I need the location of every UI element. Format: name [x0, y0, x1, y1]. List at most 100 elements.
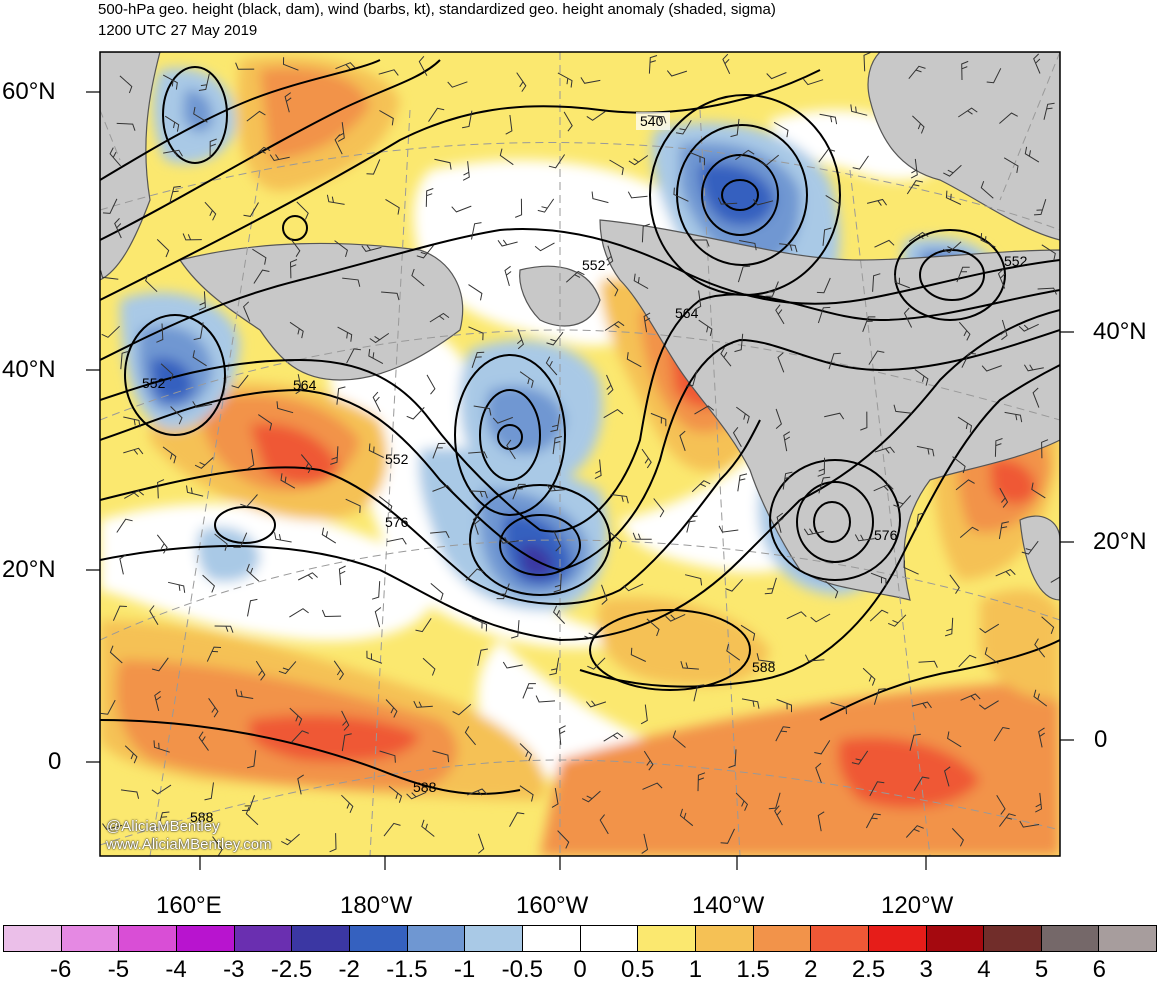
- wind-barb: [269, 154, 290, 162]
- wind-barb: [499, 148, 514, 166]
- wind-barb: [693, 684, 705, 702]
- wind-barb: [193, 322, 204, 341]
- wind-barb: [154, 690, 162, 712]
- wind-barb: [909, 733, 921, 751]
- wind-barb: [426, 374, 436, 395]
- wind-barb: [557, 830, 570, 849]
- wind-barb: [905, 825, 924, 838]
- wind-barb: [869, 781, 885, 797]
- wind-barb: [546, 331, 564, 346]
- wind-barb: [502, 661, 523, 669]
- wind-barb: [873, 688, 886, 705]
- colorbar-tick-label: 4: [977, 956, 991, 983]
- colorbar-tick-label: 0: [573, 956, 587, 983]
- wind-barb: [944, 766, 951, 787]
- wind-barb: [803, 78, 824, 86]
- wind-barb: [958, 321, 971, 341]
- wind-barb: [468, 326, 484, 341]
- wind-barb: [874, 446, 895, 454]
- wind-barb: [116, 518, 133, 533]
- wind-barb: [961, 60, 969, 81]
- wind-barb: [522, 683, 536, 699]
- wind-barb: [586, 110, 606, 121]
- wind-barb: [732, 426, 742, 447]
- wind-barb: [296, 201, 309, 220]
- wind-barb: [739, 240, 757, 251]
- wind-barb: [603, 732, 624, 742]
- wind-barb: [993, 726, 1010, 742]
- wind-barb: [231, 374, 249, 389]
- wind-barb: [151, 657, 169, 672]
- wind-barb: [515, 198, 523, 218]
- wind-barb: [862, 316, 876, 332]
- wind-barb: [123, 447, 144, 455]
- wind-barb: [415, 618, 432, 633]
- wind-barb: [167, 581, 186, 593]
- wind-barb: [958, 654, 977, 668]
- wind-barb: [641, 833, 649, 854]
- wind-barb: [951, 828, 964, 847]
- wind-barb: [290, 730, 309, 743]
- wind-barb: [584, 627, 603, 640]
- wind-barb: [281, 833, 300, 846]
- colorbar-tick-label: 2: [804, 956, 818, 983]
- wind-barb: [641, 223, 650, 243]
- wind-barb: [779, 243, 798, 253]
- wind-barb: [958, 107, 978, 118]
- lat-label-40n-right: 40°N: [1093, 318, 1147, 345]
- wind-barb: [1041, 244, 1056, 261]
- wind-barb: [814, 740, 831, 755]
- wind-barb: [157, 811, 170, 829]
- lon-label-160w: 160°W: [516, 892, 589, 919]
- wind-barb: [374, 607, 382, 628]
- wind-barb: [430, 531, 450, 539]
- wind-barb: [156, 534, 168, 554]
- wind-barb: [999, 487, 1009, 508]
- wind-barb: [684, 574, 703, 586]
- wind-barb: [361, 245, 382, 252]
- wind-barb: [815, 762, 822, 783]
- wind-barb: [679, 430, 686, 451]
- wind-barb: [504, 265, 512, 287]
- wind-barb: [689, 151, 706, 166]
- wind-barb: [903, 560, 919, 575]
- wind-barb: [874, 239, 895, 248]
- wind-barb: [246, 563, 260, 582]
- wind-barb: [276, 401, 294, 414]
- wind-barb: [499, 536, 519, 544]
- wind-barb: [783, 431, 791, 452]
- wind-barb: [510, 620, 520, 639]
- wind-barb: [942, 241, 962, 254]
- wind-barb: [912, 115, 925, 134]
- wind-barb: [741, 698, 760, 709]
- wind-barb: [984, 647, 999, 664]
- wind-barb: [411, 268, 425, 287]
- wind-barb: [535, 695, 556, 703]
- wind-barb: [472, 514, 480, 535]
- wind-barb: [686, 515, 698, 533]
- wind-barb: [366, 159, 381, 175]
- wind-barb: [512, 483, 526, 500]
- wind-barb: [606, 245, 614, 266]
- wind-barb: [383, 822, 401, 837]
- wind-barb: [537, 198, 555, 213]
- wind-barb: [697, 772, 706, 792]
- wind-barb: [766, 72, 787, 80]
- wind-barb: [734, 333, 744, 353]
- wind-barb: [102, 823, 123, 830]
- wind-barb: [825, 194, 840, 211]
- colorbar-cell: [1041, 926, 1100, 951]
- wind-barb: [160, 363, 174, 382]
- wind-barb: [421, 819, 435, 837]
- wind-barb: [492, 416, 513, 424]
- wind-barb: [642, 782, 663, 790]
- wind-barb: [1021, 540, 1039, 555]
- wind-barb: [334, 134, 343, 155]
- wind-barb: [606, 277, 619, 297]
- wind-barb: [119, 554, 127, 575]
- wind-barb: [1034, 638, 1046, 658]
- wind-barb: [447, 81, 468, 88]
- wind-barb: [563, 111, 573, 132]
- contour-label-552: 552: [1004, 253, 1028, 269]
- wind-barb: [198, 291, 206, 311]
